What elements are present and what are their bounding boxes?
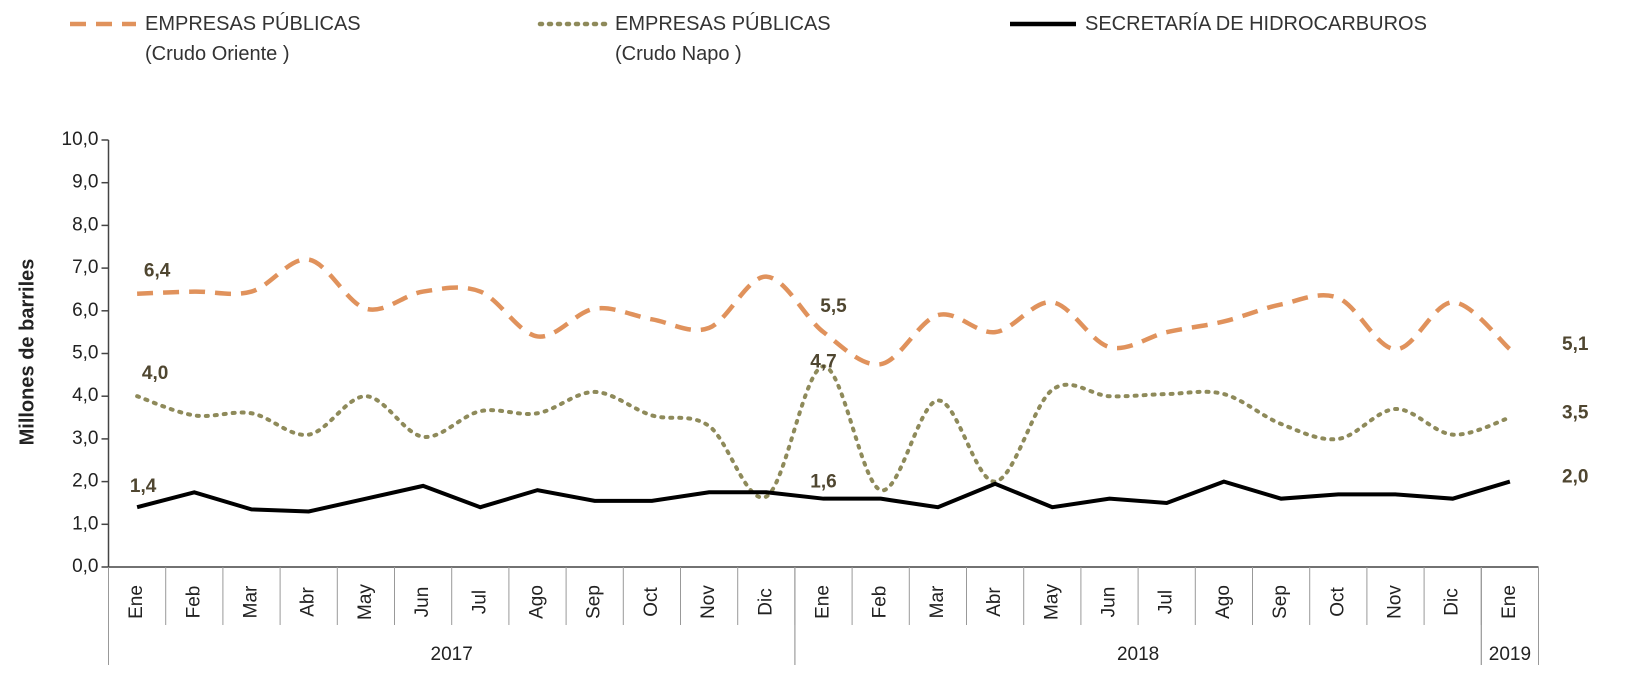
legend-label: EMPRESAS PÚBLICAS (Crudo Napo )	[615, 13, 831, 65]
y-tick-label: 1,0	[72, 513, 98, 534]
x-tick-label: Feb	[870, 586, 891, 619]
y-tick-label: 8,0	[72, 214, 98, 235]
series-line	[135, 364, 1512, 500]
data-label: 1,6	[810, 472, 836, 493]
y-tick-label: 4,0	[72, 385, 98, 406]
x-tick-label: Abr	[298, 587, 319, 617]
data-label: 5,1	[1562, 334, 1589, 355]
x-tick-label: Jun	[1099, 587, 1120, 618]
data-label: 3,5	[1562, 403, 1589, 424]
legend-label: EMPRESAS PÚBLICAS (Crudo Oriente )	[145, 13, 361, 65]
x-tick-label: Ene	[1499, 585, 1520, 619]
data-label: 4,0	[142, 363, 168, 384]
x-tick-label: Dic	[755, 588, 776, 615]
x-tick-label: Nov	[698, 585, 719, 619]
series-line	[136, 479, 1511, 514]
x-tick-label: Ago	[1213, 585, 1234, 619]
y-tick-label: 0,0	[72, 556, 98, 577]
y-tick-label: 6,0	[72, 300, 98, 321]
data-label: 6,4	[144, 261, 171, 282]
x-tick-label: Dic	[1442, 588, 1463, 615]
x-tick-label: Oct	[641, 587, 662, 617]
y-tick-label: 5,0	[72, 343, 98, 364]
x-tick-label: Feb	[183, 586, 204, 619]
data-label: 5,5	[820, 296, 847, 317]
x-tick-label: Sep	[1270, 585, 1291, 619]
legend-label: SECRETARÍA DE HIDROCARBUROS	[1085, 13, 1427, 35]
x-tick-label: Sep	[584, 585, 605, 619]
series-line	[137, 257, 1512, 367]
x-tick-label: Ene	[126, 585, 147, 619]
y-tick-label: 2,0	[72, 471, 98, 492]
x-tick-label: Ago	[527, 585, 548, 619]
x-tick-label: May	[355, 584, 376, 620]
x-tick-label: Mar	[241, 585, 262, 618]
x-tick-label: Jun	[412, 587, 433, 618]
y-axis-label: Millones de barriles	[16, 259, 38, 446]
x-tick-label: Abr	[984, 587, 1005, 617]
y-tick-label: 9,0	[72, 172, 98, 193]
data-label: 2,0	[1562, 467, 1588, 488]
x-tick-label: Jul	[469, 590, 490, 614]
group-label: 2019	[1489, 644, 1531, 665]
y-tick-label: 7,0	[72, 257, 98, 278]
data-label: 1,4	[130, 476, 157, 497]
group-label: 2018	[1117, 644, 1159, 665]
y-tick-label: 3,0	[72, 428, 98, 449]
x-tick-label: Ene	[813, 585, 834, 619]
x-tick-label: Nov	[1385, 585, 1406, 619]
x-tick-label: May	[1041, 584, 1062, 620]
y-tick-label: 10,0	[62, 129, 99, 150]
x-tick-label: Mar	[927, 585, 948, 618]
group-label: 2017	[431, 644, 473, 665]
x-tick-label: Jul	[1156, 590, 1177, 614]
data-label: 4,7	[810, 351, 836, 372]
x-tick-label: Oct	[1327, 587, 1348, 617]
